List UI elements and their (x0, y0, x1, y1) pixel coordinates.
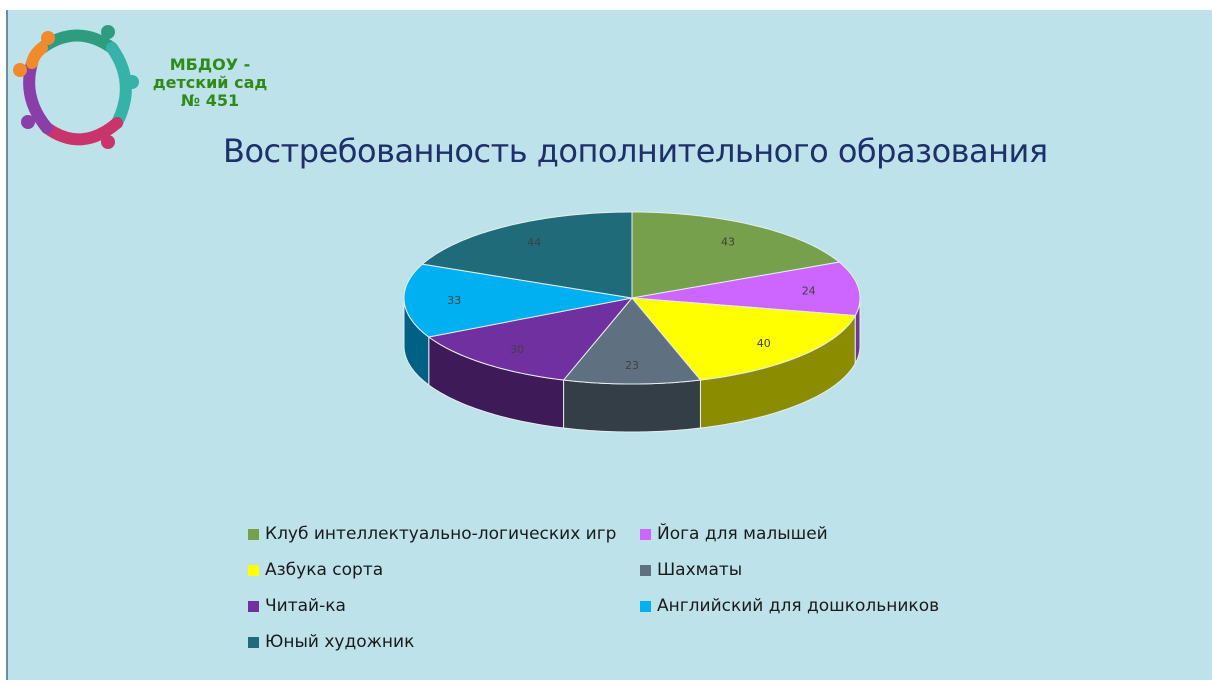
left-edge (6, 10, 8, 680)
pie-slice-4 (562, 297, 702, 385)
legend-swatch (248, 528, 259, 540)
legend-label: Читай-ка (265, 596, 346, 616)
pie-chart: 43 24 40 23 30 33 44 (403, 211, 861, 433)
legend-label: Азбука сорта (265, 560, 384, 580)
legend-item: Йога для малышей (640, 522, 960, 546)
slide: МБДОУ - детский сад № 451 Востребованнос… (8, 10, 1212, 680)
legend-label: Юный художник (265, 632, 415, 652)
pie-top (403, 211, 861, 385)
circle-of-children-logo-icon (13, 25, 139, 149)
chart-title: Востребованность дополнительного образов… (223, 132, 1048, 170)
legend-item: Азбука сорта (248, 558, 640, 582)
logo-line-1: МБДОУ - (169, 55, 251, 74)
data-label-3: 40 (757, 337, 771, 350)
legend-label: Английский для дошкольников (657, 596, 940, 616)
pie-sides (403, 297, 861, 433)
data-label-4: 23 (625, 359, 639, 372)
legend-swatch (248, 564, 259, 576)
pie-side-4 (563, 379, 701, 433)
logo-line-2: детский сад (152, 73, 268, 92)
legend-item: Шахматы (640, 558, 960, 582)
legend-item: Юный художник (248, 630, 640, 654)
legend-swatch (640, 564, 651, 576)
legend-swatch (640, 528, 651, 540)
top-bar (0, 0, 1212, 10)
pie-slice-3 (630, 297, 857, 381)
pie-slice-1 (631, 211, 841, 299)
pie-slice-5 (427, 297, 634, 381)
logo-text: МБДОУ - детский сад № 451 (140, 56, 280, 110)
legend-label: Клуб интеллектуально-логических игр (265, 524, 617, 544)
data-label-6: 33 (447, 294, 461, 307)
data-label-5: 30 (510, 343, 524, 356)
legend-label: Йога для малышей (657, 524, 828, 544)
legend-item: Клуб интеллектуально-логических игр (248, 522, 640, 546)
legend-swatch (248, 600, 259, 612)
logo-line-3: № 451 (180, 91, 240, 110)
data-label-2: 24 (802, 285, 816, 298)
pie-slice-6 (403, 263, 633, 338)
legend: Клуб интеллектуально-логических игр Йога … (248, 522, 988, 654)
legend-item: Английский для дошкольников (640, 594, 960, 618)
legend-swatch (248, 636, 259, 648)
legend-swatch (640, 600, 651, 612)
pie-labels: 43 24 40 23 30 33 44 (447, 236, 815, 373)
data-label-7: 44 (527, 236, 541, 249)
data-label-1: 43 (721, 236, 735, 249)
legend-label: Шахматы (657, 560, 743, 580)
legend-item: Читай-ка (248, 594, 640, 618)
pie-slice-7 (421, 211, 633, 299)
